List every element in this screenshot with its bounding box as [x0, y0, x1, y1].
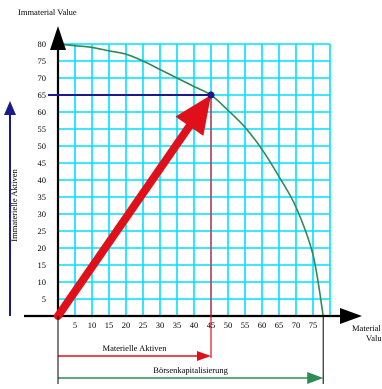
y-tick-label: 80	[38, 39, 47, 49]
y-tick-label: 60	[38, 107, 47, 117]
y-tick-label: 50	[38, 141, 47, 151]
x-tick-label: 20	[122, 320, 131, 330]
annotations: Immaterielle Aktiven Materielle Aktiven Bö…	[4, 101, 324, 384]
market-cap-arrowhead	[307, 372, 324, 384]
y-tick-label: 15	[38, 260, 47, 270]
y-axis-label: Immaterial Value	[18, 7, 77, 17]
y-tick-label: 5	[42, 294, 46, 304]
vector-arrow-shaft	[54, 122, 194, 320]
x-tick-label: 55	[241, 320, 250, 330]
y-tick-label: 25	[38, 226, 47, 236]
x-tick-label: 5	[73, 320, 77, 330]
y-tick-label: 45	[38, 158, 47, 168]
tick-labels: 5 10 15 20 25 30 35 40 45 50 55 60 65 70 75 5 10 15 20 25 30…	[38, 39, 318, 330]
vector-layer	[54, 91, 215, 320]
x-axis-arrowhead	[340, 308, 362, 324]
x-tick-label: 60	[258, 320, 267, 330]
curve-layer	[57, 43, 324, 317]
material-arrowhead	[197, 351, 211, 361]
x-tick-label: 30	[156, 320, 165, 330]
y-tick-label: 55	[38, 124, 47, 134]
x-tick-label: 70	[292, 320, 301, 330]
y-tick-label: 10	[38, 277, 47, 287]
x-tick-label: 40	[190, 320, 199, 330]
x-tick-label: 50	[224, 320, 233, 330]
immaterial-arrowhead	[4, 101, 16, 115]
x-tick-label: 65	[275, 320, 284, 330]
market-cap-arrow-label: Börsenkapitalisierung	[153, 365, 228, 375]
x-tick-label: 35	[173, 320, 182, 330]
y-tick-label: 65	[38, 90, 47, 100]
x-tick-label: 75	[309, 320, 318, 330]
y-tick-label: 35	[38, 192, 47, 202]
x-axis-label-line-2: Value	[366, 333, 382, 343]
y-tick-label: 70	[38, 73, 47, 83]
grid	[57, 43, 331, 317]
x-tick-label: 15	[105, 320, 114, 330]
axes	[24, 26, 362, 324]
immaterial-arrow-label: Immaterielle Aktiven	[9, 169, 19, 242]
x-axis-label: MaterialValue	[352, 323, 382, 343]
y-tick-label: 30	[38, 209, 47, 219]
series-curve	[57, 43, 324, 317]
vector-arrowhead	[175, 95, 211, 136]
y-tick-label: 20	[38, 243, 47, 253]
y-tick-label: 40	[38, 175, 47, 185]
y-axis-arrowhead	[50, 26, 66, 50]
x-tick-label: 10	[88, 320, 97, 330]
highlight-point	[207, 91, 215, 99]
x-tick-label: 25	[139, 320, 148, 330]
y-tick-label: 75	[38, 56, 47, 66]
guides	[48, 94, 212, 358]
x-axis-label-line-1: Material	[352, 323, 381, 333]
material-arrow-label: Materielle Aktiven	[103, 343, 168, 353]
